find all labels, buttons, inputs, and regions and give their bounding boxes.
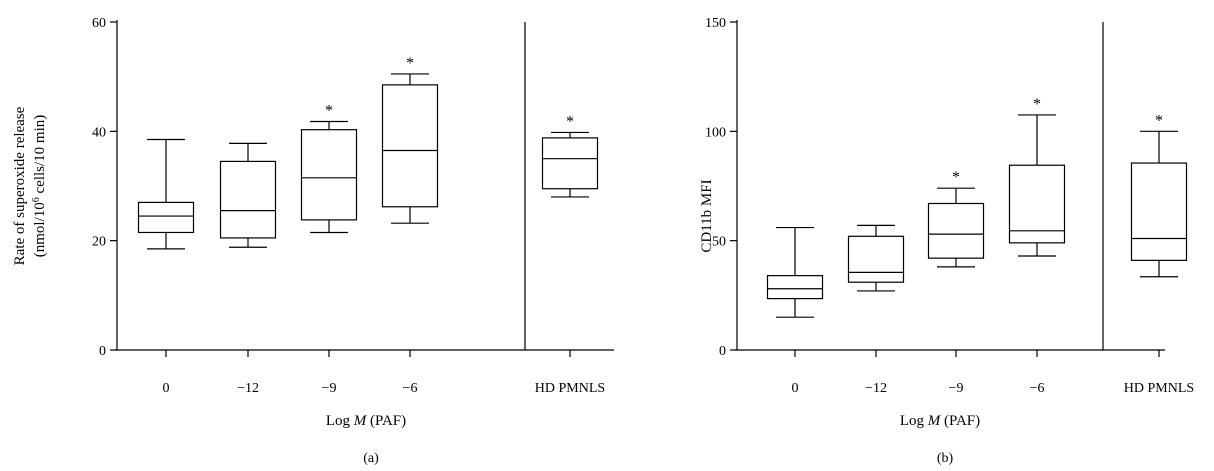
box-plot xyxy=(766,226,824,318)
y-axis-title: CD11b MFI xyxy=(699,179,715,252)
x-tick-label: HD PMNLS xyxy=(1124,381,1194,396)
iqr-box xyxy=(219,160,277,239)
y-tick-label: 0 xyxy=(719,344,726,359)
y-tick-label: 150 xyxy=(705,16,726,31)
x-tick-label: −6 xyxy=(403,381,418,396)
iqr-box xyxy=(137,201,195,234)
iqr-box xyxy=(766,275,824,300)
x-tick-label: −9 xyxy=(322,381,337,396)
y-tick-label: 100 xyxy=(705,125,726,140)
box-plot xyxy=(137,138,195,250)
x-axis-title-part: M xyxy=(927,413,942,429)
box-plot: * xyxy=(300,102,358,234)
x-tick-label: −12 xyxy=(237,381,259,396)
x-axis-title-part: M xyxy=(353,413,368,429)
significance-star: * xyxy=(406,55,414,72)
y-tick-label: 40 xyxy=(92,125,106,140)
significance-star: * xyxy=(1155,112,1163,129)
box-plot xyxy=(847,224,905,292)
x-tick-label: 0 xyxy=(163,381,170,396)
panel-caption: (b) xyxy=(937,451,954,466)
y-axis-title-line2: (nmol/106 cells/10 min) xyxy=(31,115,49,258)
x-tick-label: −9 xyxy=(949,381,964,396)
box-plot xyxy=(219,142,277,248)
iqr-box xyxy=(1008,164,1066,244)
iqr-box xyxy=(541,137,599,190)
box-plot: * xyxy=(541,113,599,198)
x-tick-label: −6 xyxy=(1030,381,1045,396)
y-axis-title-part: cells/10 min) xyxy=(32,115,48,198)
iqr-box xyxy=(1130,162,1188,261)
y-tick-label: 60 xyxy=(92,16,106,31)
box-plot: * xyxy=(1008,96,1066,257)
x-tick-label: 0 xyxy=(792,381,799,396)
y-tick-label: 20 xyxy=(92,235,106,250)
box-plot: * xyxy=(381,55,439,224)
x-axis-title: Log M (PAF) xyxy=(326,413,406,429)
y-tick-label: 0 xyxy=(99,344,106,359)
iqr-box xyxy=(381,84,439,208)
y-axis-title-superscript: 6 xyxy=(31,197,42,202)
significance-star: * xyxy=(566,113,574,130)
iqr-box xyxy=(927,202,985,259)
x-axis-title-part: (PAF) xyxy=(940,413,980,429)
significance-star: * xyxy=(325,102,333,119)
panel-caption: (a) xyxy=(363,451,379,466)
x-tick-label: HD PMNLS xyxy=(535,381,605,396)
panel-b-cd11b-chart: 0 50 100 150 0 −12 −9 −6 HD PMNLS * * * Log M (PAF) C… xyxy=(699,16,1194,466)
significance-star: * xyxy=(952,169,960,186)
x-axis-title: Log M (PAF) xyxy=(900,413,980,429)
panel-a-superoxide-chart: 0 20 40 60 0 −12 −9 −6 HD PMNLS * * * Log M (PAF) Rat… xyxy=(12,16,614,466)
box-plot: * xyxy=(1130,112,1188,278)
x-axis-title-part: (PAF) xyxy=(366,413,406,429)
x-tick-label: −12 xyxy=(865,381,887,396)
y-axis-title-line1: Rate of superoxide release xyxy=(12,106,28,265)
significance-star: * xyxy=(1033,96,1041,113)
box-plot: * xyxy=(927,169,985,268)
y-axis-title-part: (nmol/10 xyxy=(32,202,48,257)
iqr-box xyxy=(847,235,905,283)
x-axis-title-part: Log xyxy=(900,413,928,429)
iqr-box xyxy=(300,129,358,221)
x-axis-title-part: Log xyxy=(326,413,354,429)
y-tick-label: 50 xyxy=(712,235,726,250)
